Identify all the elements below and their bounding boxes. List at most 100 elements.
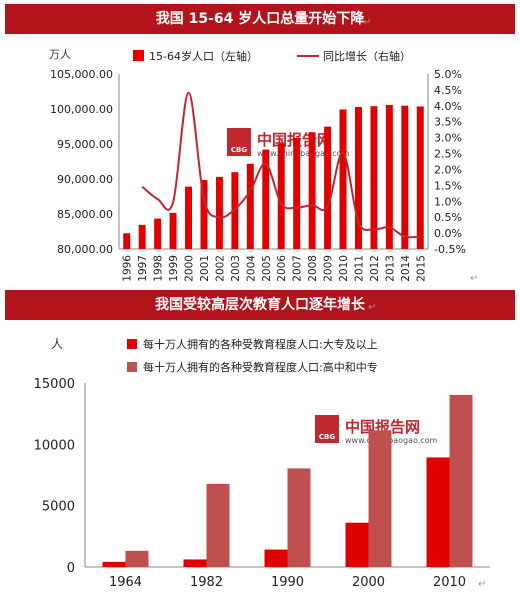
return-mark-icon: ↵: [368, 302, 377, 313]
x-tick-label: 2009: [323, 255, 335, 282]
bar-population: [154, 218, 162, 249]
watermark-name: 中国报告网: [345, 418, 420, 436]
y2-tick-label: 1.5%: [434, 179, 462, 192]
bar-highschool: [368, 430, 392, 567]
return-mark-icon: ↵: [478, 579, 487, 590]
y2-tick-label: 3.0%: [434, 132, 462, 145]
bar-population: [262, 149, 270, 249]
x-tick-label: 2008: [307, 255, 319, 282]
bar-highschool: [206, 483, 230, 567]
y-tick-label: 90,000.00: [57, 173, 113, 186]
y2-tick-label: -0.5%: [434, 243, 466, 256]
bar-population: [200, 180, 208, 249]
legend-label: 每十万人拥有的各种受教育程度人口:高中和中专: [143, 360, 378, 374]
watermark-logo-text: CBG: [319, 433, 335, 441]
y2-tick-label: 2.0%: [434, 163, 462, 176]
legend-swatch-bar: [133, 50, 144, 61]
y-tick-label: 100,000.00: [50, 103, 113, 116]
x-tick-label: 2003: [230, 255, 242, 282]
x-tick-label: 2002: [214, 255, 226, 282]
x-tick-label: 2007: [292, 255, 304, 282]
legend-label-bar: 15-64岁人口（左轴）: [149, 49, 258, 63]
watermark-url: www.chinabaogao.com: [257, 149, 350, 158]
bar-population: [416, 106, 424, 250]
bar-population: [231, 172, 239, 249]
y-tick-label: 5000: [42, 500, 75, 515]
x-tick-label: 2004: [245, 255, 257, 282]
bar-highschool: [449, 394, 473, 567]
bar-population: [385, 104, 393, 250]
x-tick-label: 2010: [338, 255, 350, 282]
bar-population: [277, 143, 285, 249]
y-tick-label: 85,000.00: [57, 208, 113, 221]
population-chart: 万人 80,000.00 85,000.00 90,000.00 95,000.00 10…: [49, 48, 466, 282]
x-tick-label: 1999: [168, 255, 180, 282]
watermark-logo-text: CBG: [231, 146, 247, 154]
line-growth-series: [141, 91, 421, 239]
y-tick-label: 80,000.00: [57, 243, 113, 256]
x-tick-label: 1997: [137, 255, 149, 282]
y2-tick-label: 0.0%: [434, 227, 462, 240]
x-tick-label: 2010: [433, 575, 466, 590]
bar-population: [138, 224, 146, 249]
bar-college: [426, 457, 450, 567]
x-tick-label: 2005: [261, 255, 273, 282]
x-tick-label: 2000: [184, 255, 196, 282]
banner-title-education: 我国受较高层次教育人口逐年增长: [5, 290, 515, 320]
x-tick-label: 1990: [271, 575, 304, 590]
bar-population: [339, 109, 347, 250]
bar-population: [324, 126, 332, 249]
y-tick-label: 0: [67, 561, 75, 576]
y-tick-label: 95,000.00: [57, 138, 113, 151]
bar-college: [102, 561, 126, 567]
y2-tick-label: 3.5%: [434, 116, 462, 129]
bar-college: [183, 559, 207, 567]
x-tick-label: 2015: [415, 255, 427, 282]
x-tick-label: 2013: [384, 255, 396, 282]
population-chart-panel: 万人 80,000.00 85,000.00 90,000.00 95,000.00 10…: [5, 36, 515, 288]
y2-tick-label: 2.5%: [434, 148, 462, 161]
bar-population: [215, 176, 223, 249]
x-tick-label: 2012: [369, 255, 381, 282]
bar-population: [169, 212, 177, 249]
bar-highschool: [287, 468, 311, 567]
y2-tick-label: 5.0%: [434, 68, 462, 81]
legend-swatch: [127, 339, 137, 349]
x-tick-label: 1982: [190, 575, 223, 590]
x-tick-label: 2011: [353, 255, 365, 282]
y2-tick-label: 4.5%: [434, 84, 462, 97]
x-tick-label: 1996: [122, 255, 134, 282]
x-tick-label: 2014: [400, 255, 412, 282]
y-tick-label: 105,000.00: [50, 68, 113, 81]
x-tick-label: 1998: [153, 255, 165, 282]
banner-title-text: 我国 15-64 岁人口总量开始下降: [155, 11, 365, 27]
legend-label: 每十万人拥有的各种受教育程度人口:大专及以上: [143, 337, 378, 351]
bar-population: [246, 163, 254, 249]
bar-population: [308, 132, 316, 249]
return-mark-icon: ↵: [470, 273, 479, 284]
y-tick-label: 15000: [34, 377, 75, 392]
y-axis-unit-label: 人: [51, 337, 63, 351]
bar-college: [345, 522, 369, 567]
return-mark-icon: ↵: [363, 17, 372, 28]
bar-population: [185, 186, 193, 249]
bar-highschool: [125, 550, 149, 567]
y-axis-unit-label: 万人: [49, 48, 71, 61]
bar-population: [123, 233, 131, 249]
bar-population: [293, 138, 301, 249]
bar-college: [264, 549, 288, 567]
watermark-logo-icon: [315, 415, 339, 443]
banner-title-text: 我国受较高层次教育人口逐年增长: [155, 297, 365, 313]
y2-tick-label: 1.0%: [434, 195, 462, 208]
banner-title-population: 我国 15-64 岁人口总量开始下降: [5, 4, 515, 34]
x-tick-label: 2006: [276, 255, 288, 282]
bar-population: [401, 105, 409, 249]
bar-population: [370, 106, 378, 249]
education-chart: 人050001000015000CBG中国报告网www.chinabaogao.…: [34, 337, 490, 590]
y2-tick-label: 4.0%: [434, 100, 462, 113]
x-tick-label: 2001: [199, 255, 211, 282]
bar-population: [354, 107, 362, 249]
legend-swatch: [127, 362, 137, 372]
y-tick-label: 10000: [34, 438, 75, 453]
watermark-logo-icon: [227, 128, 251, 156]
